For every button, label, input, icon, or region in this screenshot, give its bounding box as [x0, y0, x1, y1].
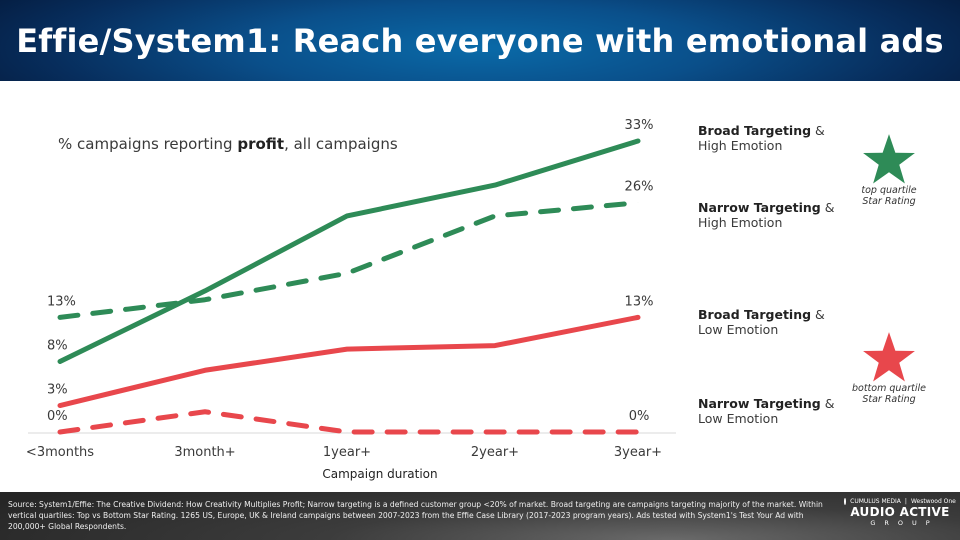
- line-chart: 8% 33% 13% 26% 3% 13% 0% 0% <3months 3month+ 1yea…: [26, 118, 676, 481]
- series-line-3: [57, 409, 641, 435]
- legend-narrow-high: Narrow Targeting & High Emotion: [698, 200, 835, 230]
- legend-narrow-low: Narrow Targeting & Low Emotion: [698, 396, 835, 426]
- legend-label-bold: Broad Targeting: [698, 123, 812, 138]
- start-value-label: 3%: [47, 383, 68, 398]
- star-caption-line1: bottom quartile: [851, 383, 926, 394]
- logo-partners: CUMULUS MEDIA | Westwood One: [844, 498, 956, 505]
- chart-title: % campaigns reporting profit, all campai…: [58, 135, 398, 153]
- legend-amp: &: [815, 123, 825, 138]
- legend-broad-high: Broad Targeting & High Emotion: [698, 123, 825, 153]
- series-line-1: [57, 200, 641, 320]
- legend-label-line2: Low Emotion: [698, 322, 779, 337]
- start-value-label: 8%: [47, 338, 68, 353]
- title-bar: Effie/System1: Reach everyone with emoti…: [0, 0, 960, 81]
- logo-divider: |: [904, 498, 907, 505]
- bottom-quartile-star-block: bottom quartile Star Rating: [834, 331, 944, 405]
- logo-sub-text: GROUP: [870, 519, 939, 527]
- star-caption-line2: Star Rating: [862, 394, 916, 405]
- star-caption-line2: Star Rating: [862, 196, 916, 207]
- end-value-label: 33%: [625, 118, 654, 133]
- chart-title-suffix: , all campaigns: [284, 135, 398, 153]
- legend-label-line2: High Emotion: [698, 138, 783, 153]
- footer: Source: System1/Effie: The Creative Divi…: [0, 492, 960, 540]
- star-icon: [863, 332, 915, 382]
- star-caption-line1: top quartile: [861, 185, 917, 196]
- audio-active-group-logo: CUMULUS MEDIA | Westwood One AUDIO ACTIV…: [844, 498, 956, 528]
- chart-title-bold: profit: [237, 135, 285, 153]
- start-value-label: 0%: [47, 409, 68, 424]
- legend-amp: &: [815, 307, 825, 322]
- legend-label-bold: Narrow Targeting: [698, 200, 821, 215]
- legend-broad-low: Broad Targeting & Low Emotion: [698, 307, 825, 337]
- top-quartile-star-block: top quartile Star Rating: [834, 133, 944, 207]
- logo-top-right: Westwood One: [910, 498, 956, 505]
- legend-label-line2: High Emotion: [698, 215, 783, 230]
- x-axis-title: Campaign duration: [322, 467, 437, 481]
- series-line-0: [57, 138, 641, 364]
- star-icon: [863, 134, 915, 184]
- x-tick-label: 3month+: [174, 445, 235, 460]
- x-tick-label: 1year+: [323, 445, 371, 460]
- legend-amp: &: [824, 200, 835, 215]
- series-line-2: [57, 314, 641, 409]
- end-value-label: 26%: [625, 180, 654, 195]
- chart-title-prefix: % campaigns reporting: [58, 135, 238, 153]
- page-title: Effie/System1: Reach everyone with emoti…: [16, 21, 944, 60]
- x-tick-label: 2year+: [471, 445, 519, 460]
- logo-main-text: AUDIO ACTIVE: [850, 505, 950, 519]
- start-value-label: 13%: [47, 294, 76, 309]
- legend-label-bold: Narrow Targeting: [698, 396, 821, 411]
- end-value-label: 0%: [629, 409, 650, 424]
- cumulus-logo-icon: [844, 498, 847, 505]
- x-tick-label: <3months: [26, 445, 94, 460]
- logo-top-left: CUMULUS MEDIA: [850, 498, 901, 505]
- legend-label-line2: Low Emotion: [698, 411, 779, 426]
- source-note: Source: System1/Effie: The Creative Divi…: [8, 500, 823, 531]
- legend-label-bold: Broad Targeting: [698, 307, 812, 322]
- end-value-label: 13%: [625, 294, 654, 309]
- x-tick-label: 3year+: [614, 445, 662, 460]
- legend-amp: &: [824, 396, 835, 411]
